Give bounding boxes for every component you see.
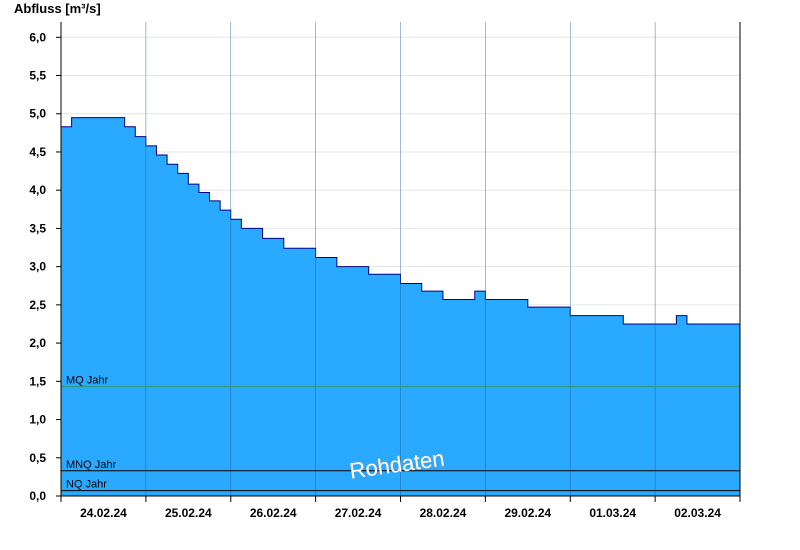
y-ticks: 0,0 0,5 1,0 1,5 2,0 2,5 3,0 3,5 4,0 4,5 5,0 5,5 6,0 [29,30,61,503]
reference-label: NQ Jahr [66,479,107,491]
y-tick-label: 2,5 [29,298,46,312]
y-tick-label: 3,5 [29,221,46,235]
y-tick-label: 5,0 [29,107,46,121]
day-lines [145,22,656,496]
reference-label: MNQ Jahr [66,459,116,471]
y-tick-label: 0,0 [29,489,46,503]
reference-label: MQ Jahr [66,375,109,387]
discharge-line [61,117,740,325]
y-tick-label: 3,0 [29,260,46,274]
y-tick-label: 5,5 [29,69,46,83]
y-tick-label: 2,0 [29,336,46,350]
y-axis-title: Abfluss [m³/s] [14,1,101,16]
x-tick-label: 01.03.24 [589,506,636,520]
y-tick-label: 6,0 [29,30,46,44]
x-tick-label: 24.02.24 [80,506,127,520]
y-tick-label: 0,5 [29,451,46,465]
x-tick-label: 02.03.24 [674,506,721,520]
y-tick-label: 4,5 [29,145,46,159]
x-tick-label: 26.02.24 [250,506,297,520]
y-tick-label: 4,0 [29,183,46,197]
reference-lines: MQ Jahr MNQ Jahr NQ Jahr [61,375,740,492]
x-tick-label: 28.02.24 [420,506,467,520]
x-tick-label: 27.02.24 [335,506,382,520]
x-ticks: 24.02.24 25.02.24 26.02.24 27.02.24 28.02.24… [60,496,741,520]
y-tick-label: 1,0 [29,413,46,427]
x-tick-label: 29.02.24 [504,506,551,520]
y-tick-label: 1,5 [29,374,46,388]
x-tick-label: 25.02.24 [165,506,212,520]
